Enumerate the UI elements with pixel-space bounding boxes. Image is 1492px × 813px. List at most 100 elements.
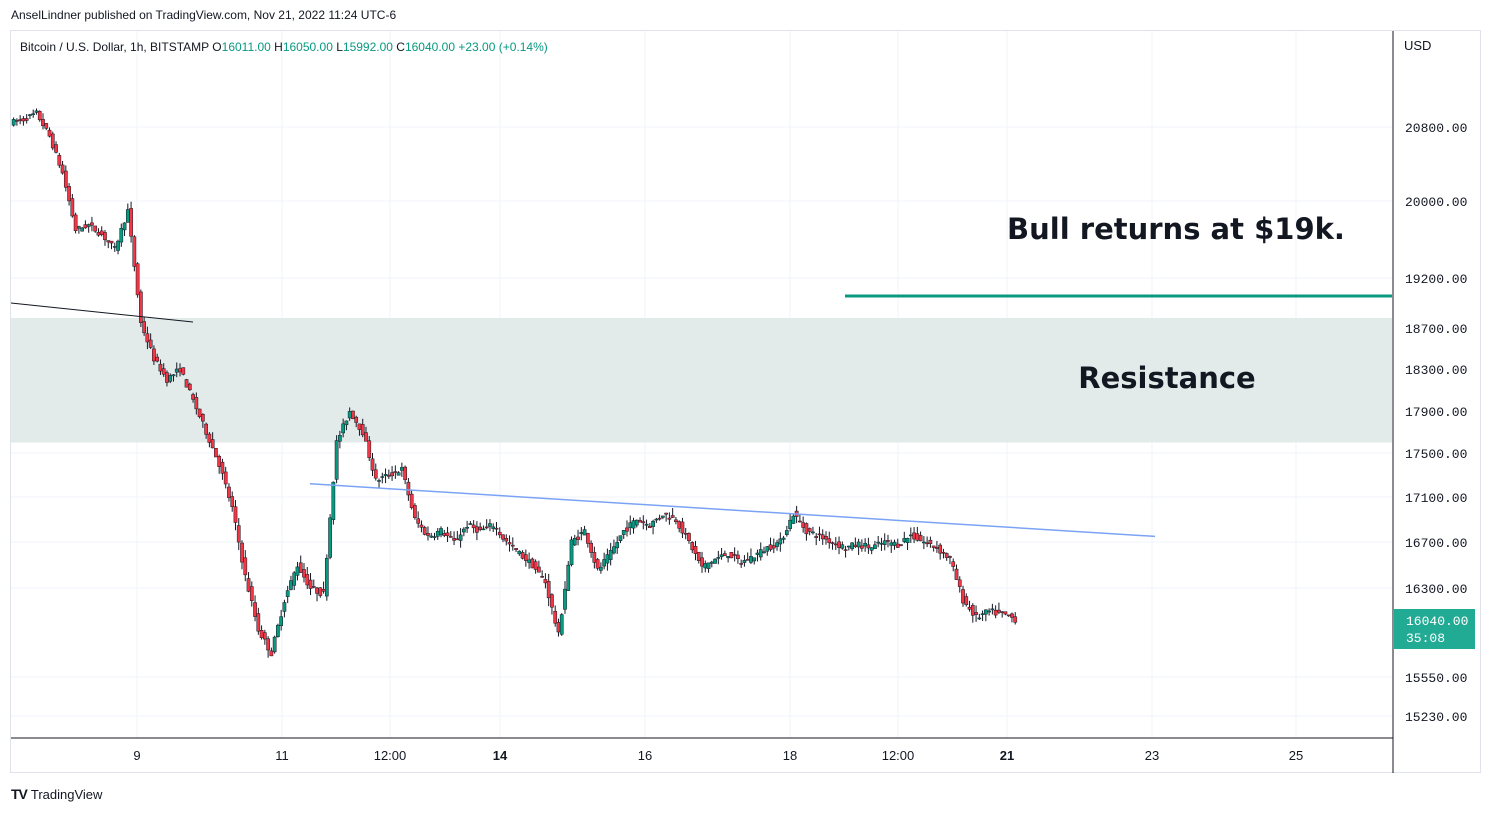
candle-down xyxy=(935,547,939,549)
candle-down xyxy=(236,525,241,543)
candle-down xyxy=(824,536,828,540)
candle-down xyxy=(73,214,78,231)
candle-up xyxy=(752,557,757,562)
candle-up xyxy=(491,526,496,529)
candle-up xyxy=(468,523,473,525)
candle-down xyxy=(484,526,489,529)
candle-down xyxy=(595,559,600,569)
candle-down xyxy=(1013,616,1018,623)
legend-high: 16050.00 xyxy=(283,40,336,54)
candle-down xyxy=(103,232,107,241)
candle-up xyxy=(755,552,760,555)
candle-down xyxy=(351,410,355,419)
candle-down xyxy=(677,521,682,529)
candle-down xyxy=(657,517,662,520)
candle-up xyxy=(462,528,466,533)
candle-down xyxy=(732,554,737,556)
candle-up xyxy=(856,541,861,548)
candle-down xyxy=(135,263,140,296)
candle-down xyxy=(931,545,936,548)
candle-up xyxy=(775,542,779,547)
y-tick-label: 20800.00 xyxy=(1405,121,1467,136)
candle-down xyxy=(426,533,430,536)
x-tick-label: 25 xyxy=(1289,748,1303,763)
candle-down xyxy=(501,534,505,540)
candle-down xyxy=(804,523,809,535)
candle-down xyxy=(540,576,545,578)
candle-down xyxy=(951,561,956,567)
candle-up xyxy=(703,563,708,569)
candle-down xyxy=(50,133,55,149)
candle-down xyxy=(227,486,231,498)
candle-up xyxy=(289,580,293,590)
candle-up xyxy=(171,374,176,377)
candle-up xyxy=(628,522,633,528)
candle-down xyxy=(416,518,421,524)
candle-down xyxy=(866,544,871,549)
tradingview-logo-icon[interactable]: TV xyxy=(11,786,28,802)
candle-down xyxy=(899,544,903,546)
candle-down xyxy=(367,440,372,458)
candle-up xyxy=(605,554,610,564)
y-tick-label: 17500.00 xyxy=(1405,447,1467,462)
candle-down xyxy=(993,609,998,616)
candle-up xyxy=(654,518,659,521)
candle-up xyxy=(876,541,881,544)
publisher-line: AnselLindner published on TradingView.co… xyxy=(11,8,397,22)
candle-down xyxy=(736,554,740,560)
candle-up xyxy=(569,539,574,565)
candle-up xyxy=(618,535,623,541)
candle-down xyxy=(230,496,235,508)
resistance-zone xyxy=(11,318,1392,443)
black-trendline xyxy=(10,302,194,323)
candle-down xyxy=(298,562,303,573)
candle-up xyxy=(168,375,173,382)
x-tick-label: 18 xyxy=(783,748,797,763)
candle-down xyxy=(523,554,528,561)
candle-down xyxy=(364,432,368,442)
candle-up xyxy=(86,224,91,227)
legend-change: +23.00 (+0.14%) xyxy=(458,40,547,54)
candle-up xyxy=(282,602,287,612)
footer-brand[interactable]: TradingView xyxy=(30,786,103,802)
candle-down xyxy=(941,551,946,554)
candle-down xyxy=(243,557,248,576)
candle-down xyxy=(504,537,509,542)
candle-down xyxy=(223,471,228,485)
candle-up xyxy=(439,528,443,536)
candle-down xyxy=(406,481,411,496)
legend-open: 16011.00 xyxy=(222,40,275,54)
candle-up xyxy=(338,435,342,442)
candle-down xyxy=(771,545,776,549)
candle-down xyxy=(83,224,88,229)
x-tick-label: 21 xyxy=(1000,748,1014,763)
price-tag-bg xyxy=(1394,609,1475,649)
candle-up xyxy=(778,538,783,545)
candle-up xyxy=(579,532,584,534)
candle-down xyxy=(837,541,841,548)
symbol-legend: Bitcoin / U.S. Dollar, 1h, BITSTAMP O160… xyxy=(20,40,548,54)
candle-down xyxy=(152,348,156,362)
candle-down xyxy=(269,650,274,657)
candle-up xyxy=(488,523,492,527)
candle-down xyxy=(546,581,551,599)
candle-up xyxy=(781,537,786,540)
x-tick-label: 9 xyxy=(133,748,140,763)
candle-up xyxy=(527,559,531,563)
candle-down xyxy=(674,519,678,523)
candle-up xyxy=(661,515,665,518)
candle-down xyxy=(448,536,453,538)
candle-down xyxy=(357,423,362,430)
candle-down xyxy=(475,526,479,533)
legend-open-label: O xyxy=(212,40,221,54)
candle-down xyxy=(386,474,391,477)
candle-up xyxy=(811,531,815,534)
candle-up xyxy=(328,517,332,558)
candle-up xyxy=(396,472,401,476)
candle-down xyxy=(204,423,208,435)
candle-up xyxy=(791,515,796,524)
candle-down xyxy=(207,433,212,443)
candle-down xyxy=(197,408,202,418)
candle-up xyxy=(742,560,747,563)
